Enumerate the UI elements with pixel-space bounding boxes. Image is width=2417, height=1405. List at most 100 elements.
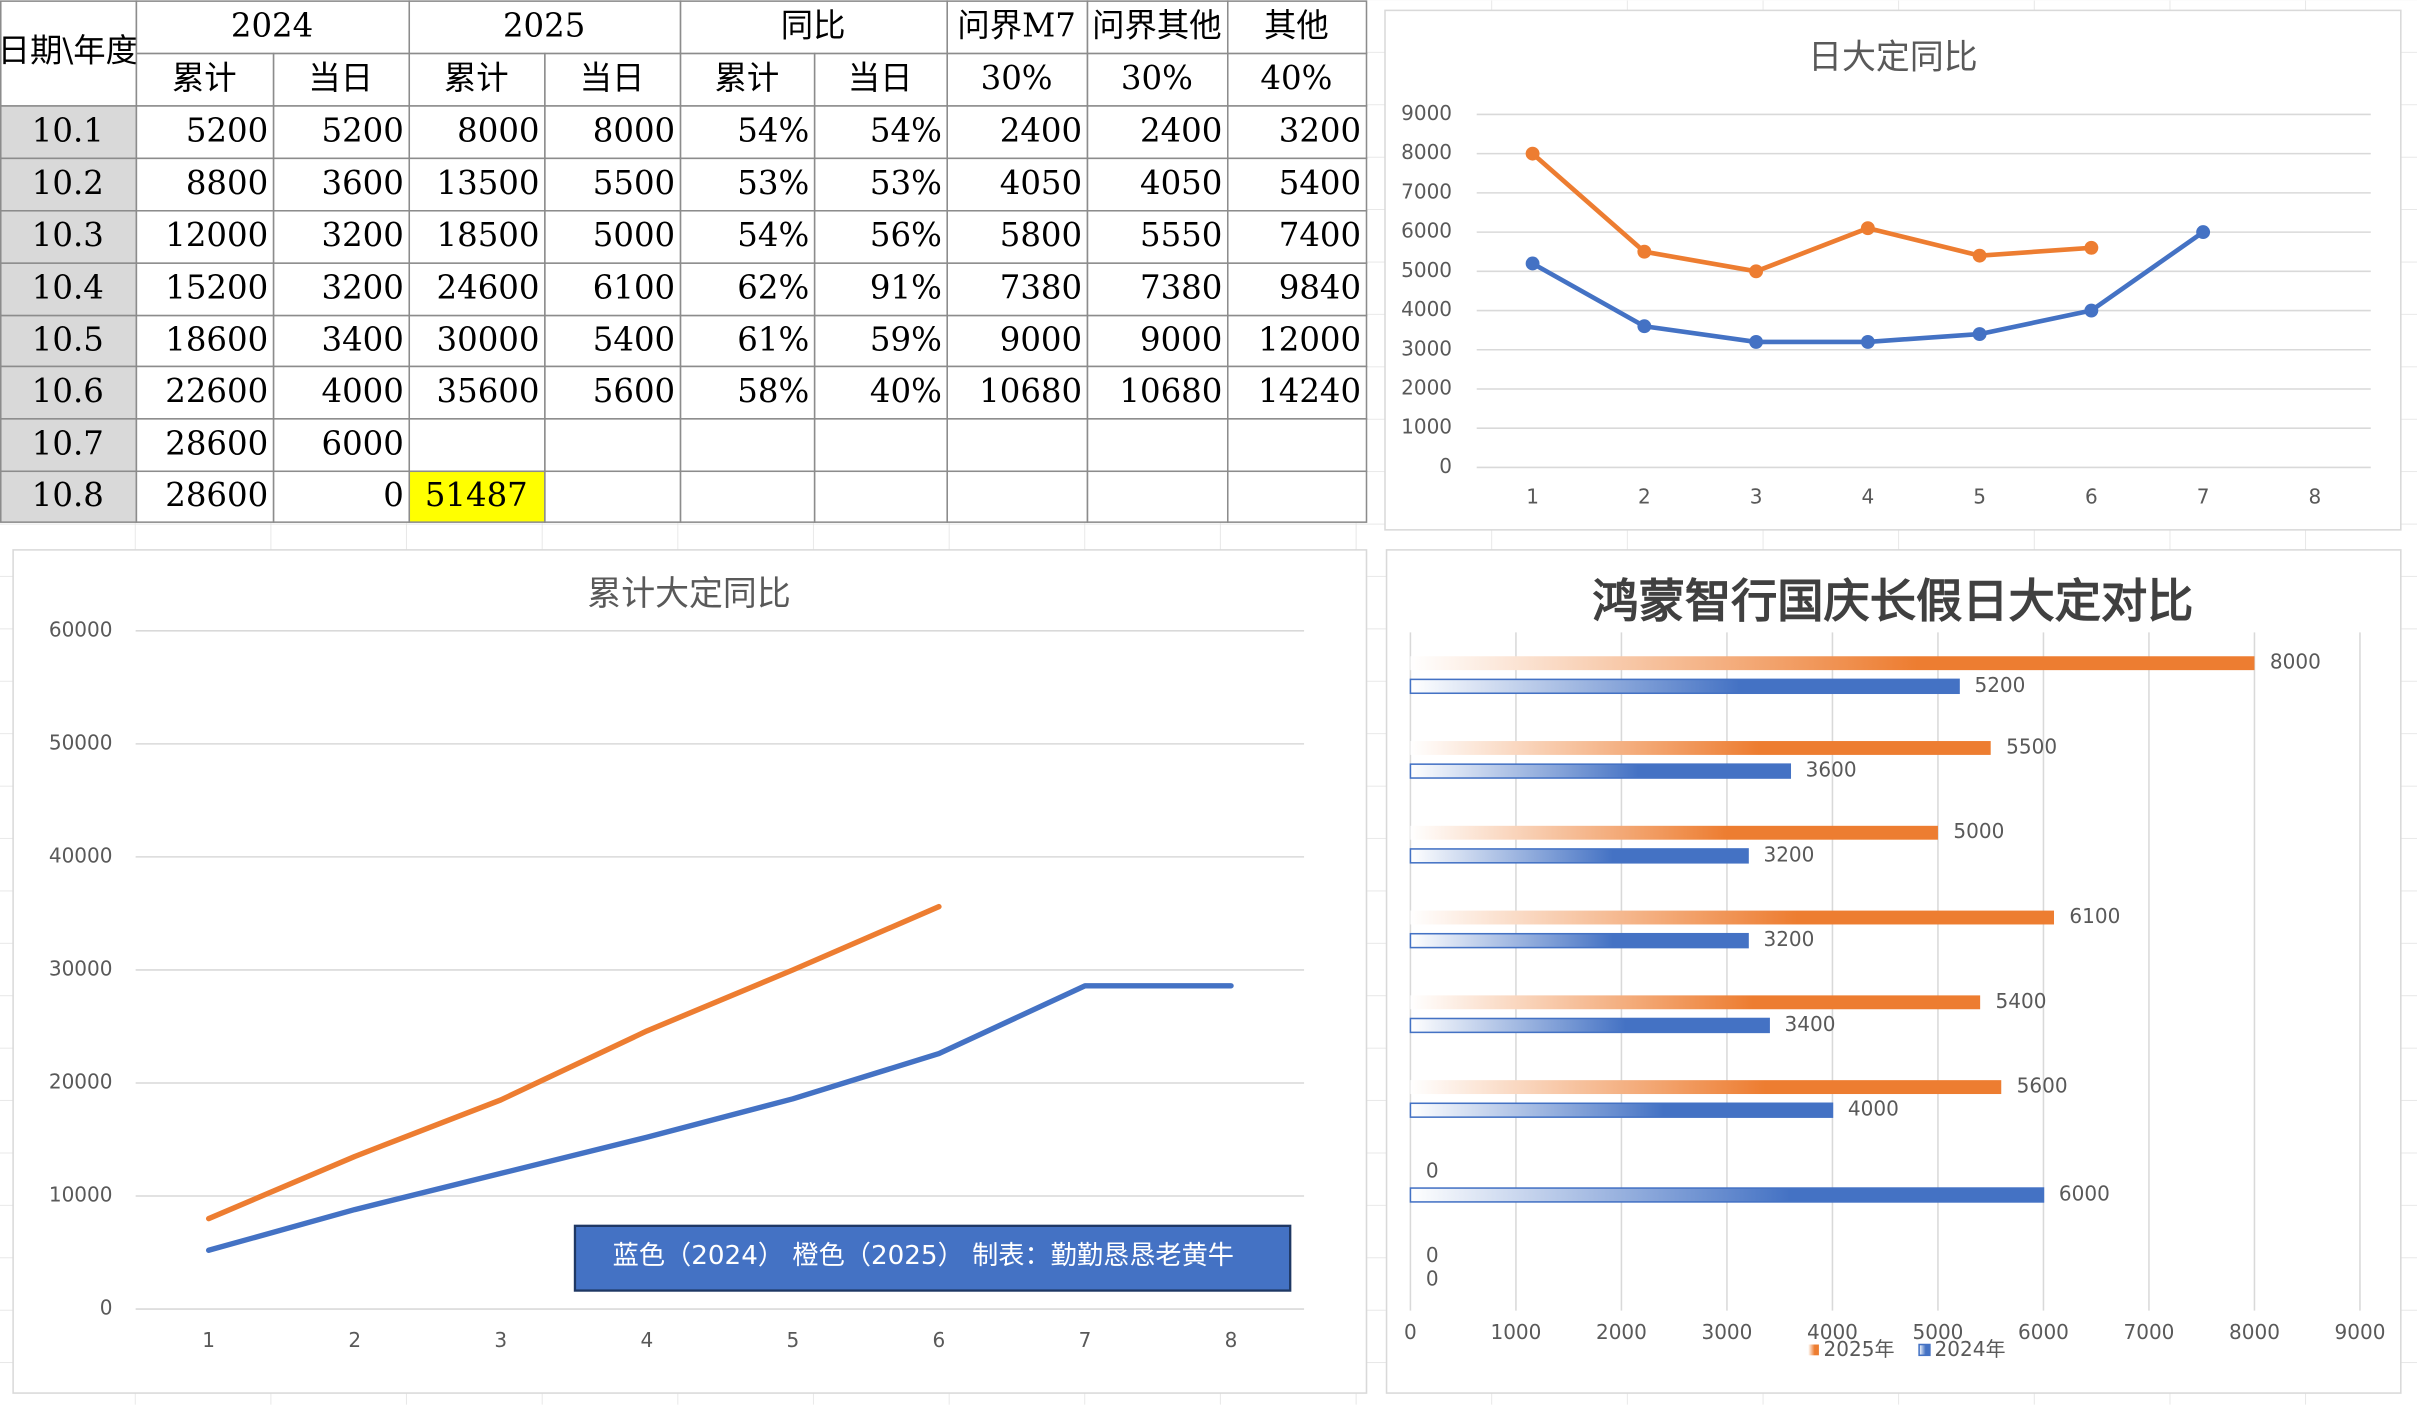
cell bbox=[813, 418, 948, 473]
y-tick-label: 6000 bbox=[1401, 219, 1452, 243]
x-tick-label: 7 bbox=[1079, 1328, 1092, 1352]
cell bbox=[679, 262, 816, 317]
cell bbox=[946, 470, 1089, 523]
table-cell: 22600 bbox=[165, 372, 268, 410]
header-cell: 当日 bbox=[580, 59, 645, 97]
table-cell: 54% bbox=[737, 216, 809, 254]
annotation-box bbox=[573, 1224, 1292, 1292]
table-cell: 13500 bbox=[437, 164, 540, 202]
bar bbox=[1410, 1080, 2002, 1095]
y-tick-label: 7000 bbox=[1401, 179, 1452, 203]
table-cell: 10.7 bbox=[32, 424, 104, 462]
y-tick-label: 4000 bbox=[1401, 297, 1452, 321]
cell bbox=[135, 470, 275, 523]
cell bbox=[408, 262, 546, 317]
cell bbox=[1086, 210, 1229, 264]
table-cell: 10.5 bbox=[32, 320, 104, 358]
series-line bbox=[205, 983, 1234, 1253]
marker bbox=[1972, 327, 1987, 342]
cell bbox=[272, 470, 411, 523]
cell bbox=[272, 314, 411, 368]
legend-label: 2025年 bbox=[1824, 1337, 1895, 1361]
x-tick-label: 6 bbox=[933, 1328, 946, 1352]
cell bbox=[1086, 262, 1229, 317]
cell bbox=[0, 262, 138, 317]
chart-panel bbox=[1385, 549, 2402, 1394]
table-cell: 30000 bbox=[437, 320, 540, 358]
data-label: 0 bbox=[1426, 1158, 1439, 1182]
cell bbox=[135, 365, 275, 420]
cell bbox=[408, 0, 682, 55]
charts: 日大定同比01000200030004000500060007000800090… bbox=[49, 37, 2386, 1361]
cell bbox=[135, 314, 275, 368]
x-tick-label: 3000 bbox=[1701, 1320, 1752, 1344]
header-cell: 2024 bbox=[231, 7, 313, 45]
table-cell: 3400 bbox=[322, 320, 404, 358]
marker bbox=[1637, 319, 1652, 334]
table-cell: 7400 bbox=[1279, 216, 1361, 254]
table-cell: 54% bbox=[870, 111, 942, 149]
y-tick-label: 2000 bbox=[1401, 375, 1452, 399]
y-tick-label: 40000 bbox=[49, 843, 113, 867]
cell bbox=[1086, 52, 1229, 107]
table-cell: 3600 bbox=[322, 164, 404, 202]
y-tick-label: 20000 bbox=[49, 1069, 113, 1093]
data-label: 5200 bbox=[1974, 673, 2025, 697]
cell bbox=[135, 0, 411, 55]
data-label: 3200 bbox=[1763, 842, 1814, 866]
cell bbox=[813, 105, 948, 160]
table-cell: 62% bbox=[737, 269, 809, 307]
table-cell: 18600 bbox=[165, 320, 268, 358]
bar bbox=[1410, 910, 2055, 925]
x-tick-label: 5 bbox=[1973, 485, 1986, 509]
x-tick-label: 2 bbox=[1638, 485, 1651, 509]
marker bbox=[2084, 303, 2099, 318]
cell bbox=[1226, 365, 1368, 420]
cell bbox=[1226, 418, 1368, 473]
y-tick-label: 3000 bbox=[1401, 336, 1452, 360]
marker bbox=[1525, 146, 1540, 161]
x-tick-label: 8000 bbox=[2229, 1320, 2280, 1344]
cell bbox=[679, 470, 816, 523]
cell bbox=[1226, 105, 1368, 160]
table-cell: 10.4 bbox=[32, 269, 104, 307]
x-tick-label: 5000 bbox=[1912, 1320, 1963, 1344]
table-cell: 5400 bbox=[593, 320, 675, 358]
table-cell: 3200 bbox=[1279, 111, 1361, 149]
cell bbox=[1086, 105, 1229, 160]
cell bbox=[1226, 262, 1368, 317]
y-tick-label: 9000 bbox=[1401, 101, 1452, 125]
x-tick-label: 9000 bbox=[2334, 1320, 2385, 1344]
header-cell: 累计 bbox=[444, 59, 509, 97]
cell bbox=[135, 210, 275, 264]
bar bbox=[1410, 656, 2255, 671]
bar bbox=[1409, 1017, 1770, 1034]
data-label: 5400 bbox=[1996, 989, 2047, 1013]
data-label: 6000 bbox=[2059, 1181, 2110, 1205]
cell bbox=[0, 105, 138, 160]
header-cell: 问界M7 bbox=[957, 7, 1075, 45]
header-cell: 2025 bbox=[503, 7, 585, 45]
cell bbox=[272, 157, 411, 212]
cell bbox=[135, 52, 275, 107]
y-tick-label: 0 bbox=[1439, 454, 1452, 478]
cell bbox=[679, 314, 816, 368]
table-cell: 0 bbox=[383, 476, 404, 514]
table-cell: 5200 bbox=[186, 111, 268, 149]
data-label: 0 bbox=[1426, 1266, 1439, 1290]
cell bbox=[679, 52, 816, 107]
table-cell: 91% bbox=[870, 269, 942, 307]
x-tick-label: 3 bbox=[494, 1328, 507, 1352]
x-tick-label: 4 bbox=[1861, 485, 1874, 509]
table-cell: 7380 bbox=[1000, 269, 1082, 307]
table-cell: 5550 bbox=[1140, 216, 1222, 254]
table-cell: 8800 bbox=[186, 164, 268, 202]
table-cell: 58% bbox=[737, 372, 809, 410]
chart-title: 累计大定同比 bbox=[587, 574, 790, 613]
bar bbox=[1409, 932, 1749, 949]
cell bbox=[1226, 210, 1368, 264]
data-label: 3200 bbox=[1763, 927, 1814, 951]
x-tick-label: 1000 bbox=[1490, 1320, 1541, 1344]
